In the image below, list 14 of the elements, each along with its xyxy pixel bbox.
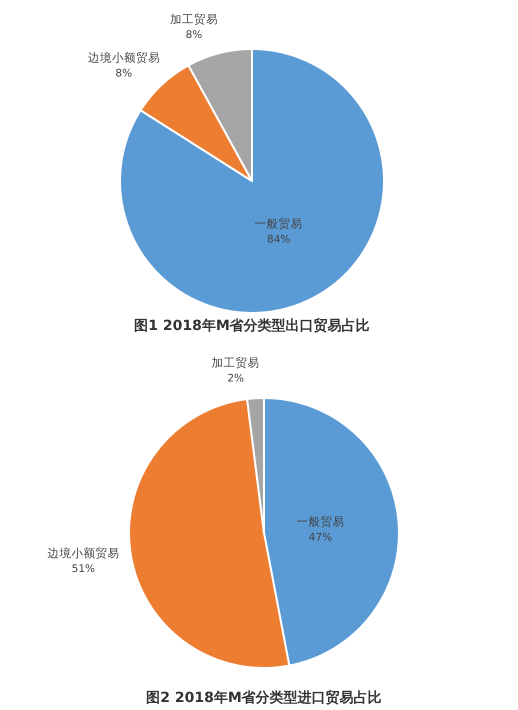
slice-label: 边境小额贸易 [88, 50, 160, 65]
slice-label: 一般贸易 [254, 216, 303, 231]
slice-label: 一般贸易 [296, 514, 344, 529]
data-label: 8% [186, 29, 202, 42]
slice-label: 加工贸易 [170, 12, 218, 26]
data-label: 8% [115, 68, 132, 80]
text: 图2 2018年M省分类型进口贸易占比 [146, 689, 382, 706]
text: 图1 2018年M省分类型出口贸易占比 [134, 317, 370, 334]
data-label: 47% [308, 532, 332, 544]
data-label: 51% [72, 562, 96, 575]
data-label: 2% [227, 372, 244, 385]
slice-label: 加工贸易 [212, 356, 260, 370]
slice-label: 边境小额贸易 [47, 546, 120, 560]
data-label: 84% [267, 234, 290, 246]
